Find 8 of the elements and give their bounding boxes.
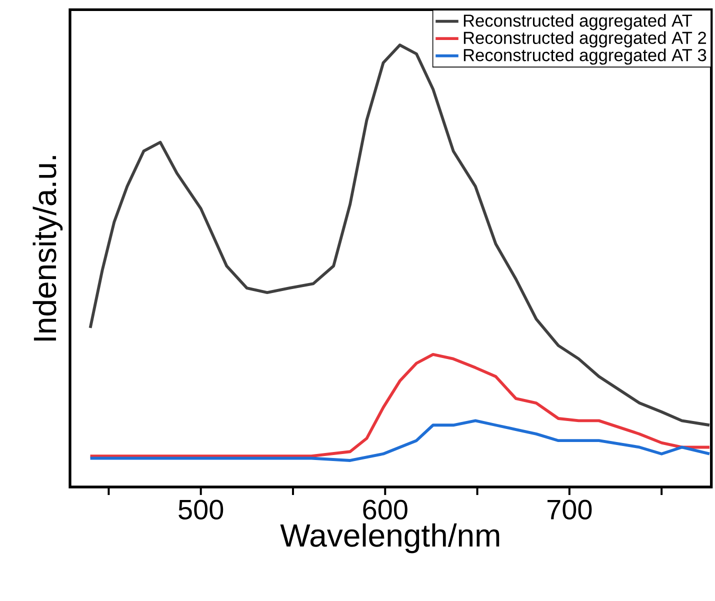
x-tick-label: 700 (548, 500, 592, 520)
x-tick-label: 600 (363, 500, 408, 520)
legend-label: Reconstructed aggregated AT (464, 14, 692, 30)
x-axis-title: Wavelength/nm (280, 523, 500, 554)
legend-label: Reconstructed aggregated AT 2 (464, 31, 706, 48)
x-tick-label: 500 (178, 500, 224, 520)
y-axis-title: Indensity/a.u. (32, 156, 63, 341)
legend-label: Reconstructed aggregated AT 3 (464, 48, 706, 65)
